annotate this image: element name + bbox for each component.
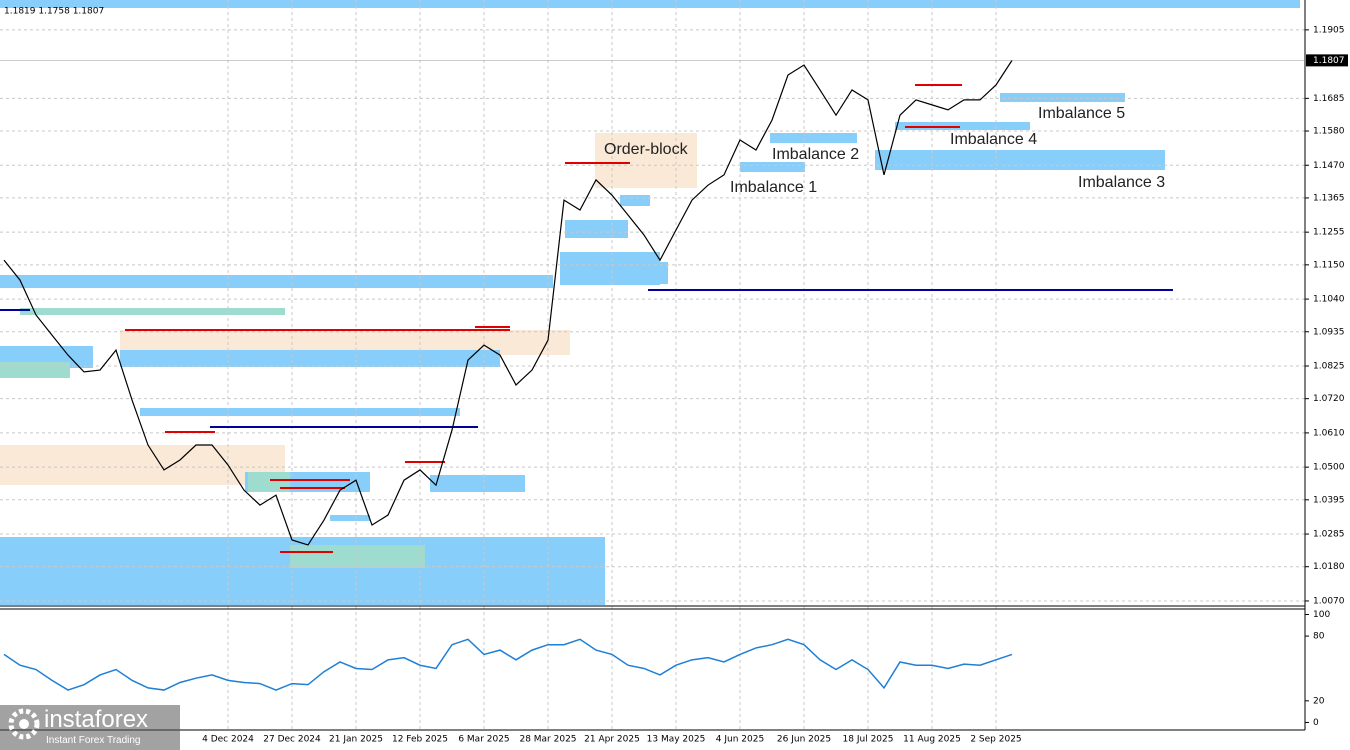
y-tick-label: 100: [1313, 610, 1330, 620]
zone: [875, 150, 1165, 170]
zone: [430, 475, 525, 492]
annotation: Imbalance 5: [1038, 105, 1125, 122]
zone: [0, 445, 285, 485]
x-tick-label: 13 May 2025: [647, 735, 706, 745]
grid: [0, 0, 1305, 730]
price-line: [3, 638, 1013, 691]
y-tick-label: 1.0935: [1313, 327, 1345, 337]
x-tick-label: 11 Aug 2025: [903, 735, 961, 745]
y-tick-label: 1.1040: [1313, 295, 1345, 305]
zone: [770, 133, 857, 143]
annotation: Order-block: [604, 141, 689, 158]
zone: [620, 195, 650, 206]
logo-name: instaforex: [44, 706, 148, 733]
x-tick-label: 4 Jun 2025: [716, 735, 764, 745]
x-tick-label: 2 Sep 2025: [970, 735, 1021, 745]
zone: [1000, 93, 1125, 102]
current-price-box: [1306, 54, 1348, 67]
x-tick-label: 12 Feb 2025: [392, 735, 448, 745]
current-price-label: 1.1807: [1313, 56, 1345, 66]
y-tick-label: 1.0500: [1313, 463, 1345, 473]
y-tick-label: 1.0610: [1313, 428, 1345, 438]
zone: [0, 275, 553, 288]
logo-tagline: Instant Forex Trading: [46, 735, 141, 746]
x-tick-label: 21 Apr 2025: [584, 735, 640, 745]
x-tick-label: 18 Jul 2025: [843, 735, 894, 745]
logo-backdrop: [0, 705, 180, 750]
levels: [0, 84, 1173, 553]
annotation: Imbalance 3: [1078, 174, 1165, 191]
x-tick-label: 27 Dec 2024: [263, 735, 321, 745]
zone: [20, 308, 285, 315]
price-line: [3, 60, 1013, 546]
zone: [140, 408, 460, 416]
y-tick-label: 80: [1313, 632, 1325, 642]
logo: instaforex Instant Forex Trading: [0, 705, 180, 750]
y-tick-label: 1.0180: [1313, 562, 1345, 572]
x-tick-label: 4 Dec 2024: [202, 735, 254, 745]
zone: [0, 0, 1300, 8]
plot: [3, 60, 1013, 691]
y-tick-label: 20: [1313, 696, 1325, 706]
zone: [650, 262, 668, 284]
y-tick-label: 1.0720: [1313, 394, 1345, 404]
annotation: Imbalance 4: [950, 131, 1037, 148]
x-tick-label: 6 Mar 2025: [458, 735, 509, 745]
y-tick-label: 1.0825: [1313, 361, 1345, 371]
y-tick-label: 1.1365: [1313, 193, 1345, 203]
y-tick-label: 1.0395: [1313, 495, 1345, 505]
ohlc-header: 1.1819 1.1758 1.1807: [4, 7, 104, 17]
logo-icon: [19, 719, 29, 729]
annotation: Imbalance 2: [772, 146, 859, 163]
zone: [740, 162, 805, 172]
y-tick-label: 1.1255: [1313, 228, 1345, 238]
zone: [0, 362, 70, 378]
y-tick-label: 1.1580: [1313, 127, 1345, 137]
logo-icon: [8, 708, 40, 740]
zone: [565, 220, 628, 238]
zones: [0, 0, 1300, 605]
y-tick-label: 1.0070: [1313, 596, 1345, 606]
zone: [248, 472, 290, 492]
y-tick-label: 1.1150: [1313, 260, 1345, 270]
x-tick-label: 28 Mar 2025: [519, 735, 576, 745]
x-tick-label: 21 Jan 2025: [329, 735, 383, 745]
zone: [560, 252, 660, 285]
zone: [120, 350, 500, 367]
zone: [290, 545, 425, 568]
zone: [895, 122, 1030, 130]
y-tick-label: 1.1685: [1313, 94, 1345, 104]
y-tick-label: 1.0285: [1313, 530, 1345, 540]
y-tick-label: 1.1905: [1313, 25, 1345, 35]
zone: [330, 515, 370, 521]
y-tick-label: 1.1470: [1313, 161, 1345, 171]
zone: [595, 133, 697, 188]
x-tick-label: 26 Jun 2025: [777, 735, 831, 745]
y-tick-label: 0: [1313, 718, 1319, 728]
annotation: Imbalance 1: [730, 179, 817, 196]
